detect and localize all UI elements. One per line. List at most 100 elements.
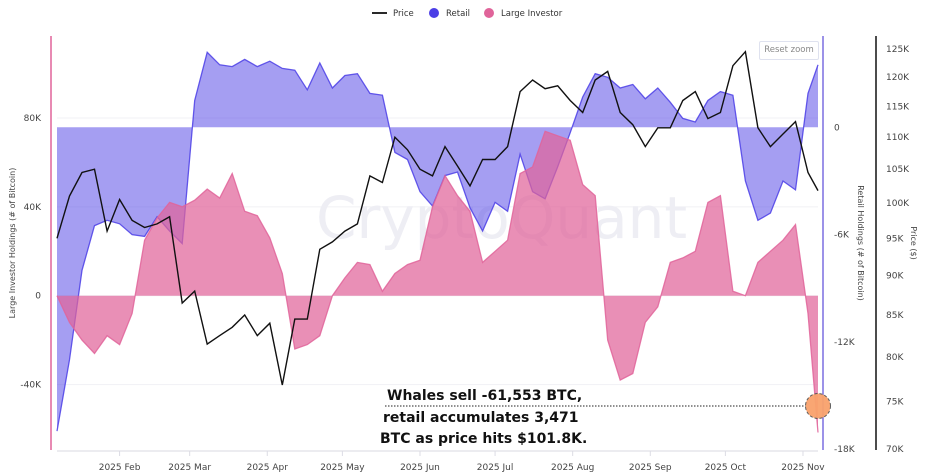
price-point: [570, 100, 571, 101]
retail-point: [645, 98, 646, 99]
retail-point: [632, 84, 633, 85]
price-point: [269, 323, 270, 324]
price-tick-label: 115K: [886, 102, 910, 112]
large-investor-point: [69, 322, 70, 323]
large-investor-point: [632, 373, 633, 374]
retail-point: [107, 220, 108, 221]
retail-point: [407, 159, 408, 160]
large-investor-point: [382, 291, 383, 292]
retail-point: [670, 102, 671, 103]
price-axis-title: Price ($): [909, 226, 918, 259]
large-investor-point: [219, 197, 220, 198]
legend-item-retail[interactable]: Retail: [429, 8, 470, 19]
large-investor-point: [307, 344, 308, 345]
price-point: [382, 182, 383, 183]
price-point: [282, 384, 283, 385]
retail-tick-label: 0: [834, 123, 840, 133]
legend: Price Retail Large Investor: [372, 8, 563, 19]
large-investor-point: [620, 380, 621, 381]
x-tick-label: 2025 Feb: [99, 463, 141, 473]
retail-point: [269, 61, 270, 62]
large-investor-point: [707, 202, 708, 203]
price-point: [307, 319, 308, 320]
retail-point: [757, 220, 758, 221]
retail-point: [782, 180, 783, 181]
large-investor-point: [682, 257, 683, 258]
annotation-marker[interactable]: [805, 393, 831, 419]
price-tick-label: 95K: [886, 234, 904, 244]
large-investor-point: [457, 195, 458, 196]
price-point: [782, 133, 783, 134]
large-investor-point: [94, 353, 95, 354]
retail-point: [469, 207, 470, 208]
retail-point: [595, 73, 596, 74]
large-investor-point: [745, 295, 746, 296]
retail-point: [194, 100, 195, 101]
retail-point: [244, 59, 245, 60]
large-investor-point: [232, 173, 233, 174]
retail-point: [419, 191, 420, 192]
price-point: [507, 146, 508, 147]
legend-label-large-investor: Large Investor: [501, 9, 563, 19]
legend-item-large-investor[interactable]: Large Investor: [484, 8, 563, 19]
price-point: [244, 314, 245, 315]
legend-item-price[interactable]: Price: [372, 9, 414, 19]
large-investor-point: [570, 140, 571, 141]
series-layer: [56, 50, 819, 433]
price-point: [807, 172, 808, 173]
retail-point: [817, 64, 818, 65]
price-point: [595, 79, 596, 80]
large-investor-point: [81, 340, 82, 341]
price-point: [457, 165, 458, 166]
price-point: [745, 51, 746, 52]
left-tick-label: 0: [35, 292, 41, 302]
retail-point: [745, 180, 746, 181]
price-point: [207, 344, 208, 345]
retail-point: [657, 87, 658, 88]
retail-point: [732, 95, 733, 96]
large-investor-point: [319, 335, 320, 336]
large-investor-point: [157, 217, 158, 218]
large-investor-point: [257, 215, 258, 216]
price-point: [682, 100, 683, 101]
price-tick-label: 125K: [886, 45, 910, 55]
price-point: [182, 302, 183, 303]
retail-point: [582, 96, 583, 97]
price-point: [495, 159, 496, 160]
retail-point: [357, 73, 358, 74]
large-investor-point: [182, 206, 183, 207]
large-investor-point: [107, 335, 108, 336]
retail-point: [332, 87, 333, 88]
price-point: [157, 223, 158, 224]
large-investor-point: [432, 206, 433, 207]
large-investor-point: [269, 237, 270, 238]
price-point: [482, 159, 483, 160]
price-point: [344, 231, 345, 232]
x-tick-label: 2025 Jul: [477, 463, 514, 473]
x-tick-label: 2025 Jun: [400, 463, 440, 473]
price-point: [369, 175, 370, 176]
large-investor-point: [332, 295, 333, 296]
price-point: [69, 195, 70, 196]
price-point: [795, 121, 796, 122]
x-tick-label: 2025 Mar: [168, 463, 211, 473]
retail-tick-label: -6K: [834, 231, 850, 241]
reset-zoom-button[interactable]: Reset zoom: [759, 41, 819, 60]
retail-point: [495, 202, 496, 203]
large-investor-point: [507, 240, 508, 241]
large-investor-point: [144, 240, 145, 241]
price-tick-label: 120K: [886, 73, 910, 83]
large-investor-point: [557, 135, 558, 136]
price-point: [545, 88, 546, 89]
left-tick-label: -40K: [20, 381, 42, 391]
large-investor-point: [394, 273, 395, 274]
retail-point: [369, 93, 370, 94]
large-investor-point: [169, 202, 170, 203]
retail-tick-label: -18K: [834, 445, 856, 455]
large-investor-point: [645, 322, 646, 323]
retail-point: [682, 118, 683, 119]
price-point: [94, 169, 95, 170]
large-investor-point: [545, 131, 546, 132]
large-investor-point: [817, 432, 818, 433]
large-investor-circle-icon: [484, 8, 494, 18]
